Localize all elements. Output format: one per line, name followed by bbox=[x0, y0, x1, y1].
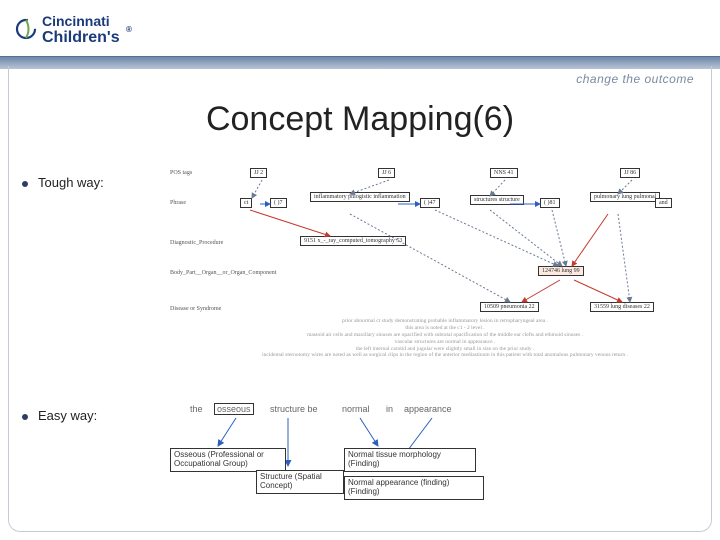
bullet-tough: Tough way: bbox=[22, 175, 104, 190]
tag-node: Normal tissue morphology (Finding) bbox=[344, 448, 476, 472]
token: appearance bbox=[404, 404, 452, 414]
cap-line: this area is noted at the c1 - 2 level . bbox=[210, 325, 680, 332]
tough-caption: prior abnormal ct study demonstrating pr… bbox=[210, 318, 680, 359]
bullet-dot-icon bbox=[22, 414, 28, 420]
slide: Cincinnati Children's ® change the outco… bbox=[0, 0, 720, 540]
token: structure be bbox=[270, 404, 318, 414]
token-boxed: osseous bbox=[214, 403, 254, 415]
brand-line2: Children's bbox=[42, 29, 120, 46]
disease-node: 31559 lung diseases 22 bbox=[590, 302, 654, 312]
header: Cincinnati Children's ® bbox=[0, 0, 720, 62]
row-label: Disease or Syndrome bbox=[170, 306, 221, 312]
easy-diagram: the osseous structure be normal in appea… bbox=[170, 404, 602, 512]
phrase-node: pulmonary lung pulmonal bbox=[590, 192, 660, 202]
cap-line: prior abnormal ct study demonstrating pr… bbox=[210, 318, 680, 325]
phrase-node: inflammatory phlogistic inflammation bbox=[310, 192, 410, 202]
tough-diagram: POS tags Phrase Diagnostic_Procedure Bod… bbox=[170, 168, 690, 388]
bullet-dot-icon bbox=[22, 181, 28, 187]
body-node: 124746 lung 99 bbox=[538, 266, 584, 276]
bullet-easy: Easy way: bbox=[22, 408, 97, 423]
phrase-node: structures structure bbox=[470, 195, 524, 205]
cap-line: incidental sternotomy wires are noted as… bbox=[210, 352, 680, 359]
svg-text:®: ® bbox=[126, 25, 132, 34]
token: the bbox=[190, 404, 203, 414]
diag-node: 9151 x_-_ray_computed_tomography 53 bbox=[300, 236, 406, 246]
row-label: POS tags bbox=[170, 170, 192, 176]
tag-node: Normal appearance (finding) (Finding) bbox=[344, 476, 484, 500]
logo-mark: Cincinnati Children's ® bbox=[14, 8, 174, 50]
brand-logo: Cincinnati Children's ® bbox=[14, 8, 174, 54]
brand-line1: Cincinnati bbox=[42, 13, 110, 29]
disease-node: 10509 pneumonia 22 bbox=[480, 302, 539, 312]
tag-node: Structure (Spatial Concept) bbox=[256, 470, 344, 494]
cap-line: mastoid air cells and maxillary sinuses … bbox=[210, 332, 680, 339]
row-label: Phrase bbox=[170, 200, 186, 206]
tag-node: Osseous (Professional or Occupational Gr… bbox=[170, 448, 286, 472]
phrase-node: and bbox=[655, 198, 672, 208]
phrase-node: ct bbox=[240, 198, 252, 208]
token: normal bbox=[342, 404, 370, 414]
pos-node: JJ 2 bbox=[250, 168, 267, 178]
phrase-node: ( )47 bbox=[420, 198, 440, 208]
phrase-node: ( )7 bbox=[270, 198, 287, 208]
bullet-tough-label: Tough way: bbox=[38, 175, 104, 190]
pos-node: JJ 86 bbox=[620, 168, 640, 178]
token: in bbox=[386, 404, 393, 414]
row-label: Body_Part__Organ__or_Organ_Component bbox=[170, 270, 276, 276]
bullet-easy-label: Easy way: bbox=[38, 408, 97, 423]
pos-node: JJ 6 bbox=[378, 168, 395, 178]
row-label: Diagnostic_Procedure bbox=[170, 240, 223, 246]
brand-tagline: change the outcome bbox=[576, 72, 694, 86]
page-title: Concept Mapping(6) bbox=[0, 100, 720, 139]
pos-node: NNS 41 bbox=[490, 168, 518, 178]
phrase-node: ( )81 bbox=[540, 198, 560, 208]
cap-line: vascular structures are normal in appear… bbox=[210, 339, 680, 346]
